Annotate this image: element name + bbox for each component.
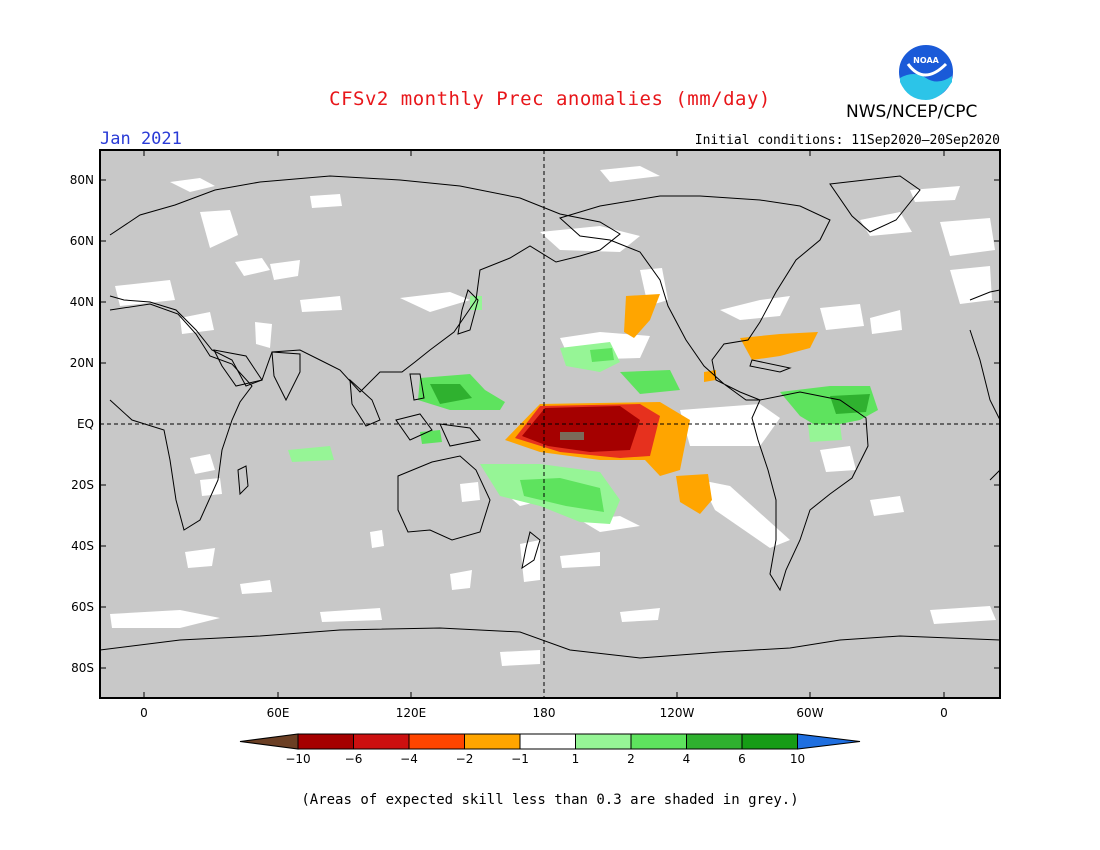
noaa-logo-text: NOAA — [913, 56, 939, 65]
colorbar-segment — [408, 733, 465, 750]
dry-anomalies — [505, 294, 818, 514]
colorbar-label: 4 — [683, 752, 691, 766]
lon-label: 120W — [660, 706, 695, 720]
colorbar-label: −4 — [400, 752, 418, 766]
lat-label: 60S — [71, 600, 94, 614]
colorbar-label: 1 — [572, 752, 580, 766]
wet-anomalies — [288, 296, 878, 524]
lon-label: 60E — [267, 706, 290, 720]
lat-label: 80N — [70, 173, 94, 187]
forecast-month: Jan 2021 — [100, 129, 182, 149]
colorbar-label: −10 — [285, 752, 310, 766]
colorbar-label: 10 — [790, 752, 805, 766]
lat-label: EQ — [77, 417, 94, 431]
colorbar-segment — [575, 733, 632, 750]
colorbar-min-arrow — [239, 733, 299, 750]
colorbar-label: −2 — [456, 752, 474, 766]
noaa-logo: NOAA — [897, 43, 955, 101]
lat-label: 40S — [71, 539, 94, 553]
map-frame — [99, 149, 1001, 699]
lon-label: 180 — [533, 706, 556, 720]
colorbar-segment — [519, 733, 576, 750]
lat-label: 20N — [70, 356, 94, 370]
colorbar-segment — [464, 733, 521, 750]
colorbar-label: −1 — [511, 752, 529, 766]
lat-label: 80S — [71, 661, 94, 675]
lon-label: 0 — [140, 706, 148, 720]
lon-label: 0 — [940, 706, 948, 720]
colorbar-segment — [297, 733, 354, 750]
axis-ticks — [100, 150, 1000, 698]
colorbar-segment — [686, 733, 743, 750]
colorbar-segments — [239, 733, 861, 750]
colorbar-labels: −10 −6 −4 −2 −1 1 2 4 6 10 — [285, 752, 805, 766]
colorbar-max-arrow — [797, 733, 861, 750]
lat-label: 40N — [70, 295, 94, 309]
colorbar-label: 2 — [627, 752, 635, 766]
coastlines — [100, 175, 1000, 659]
lat-label: 60N — [70, 234, 94, 248]
lon-label: 120E — [396, 706, 427, 720]
agency-label: NWS/NCEP/CPC — [846, 102, 978, 122]
colorbar-label: −6 — [345, 752, 363, 766]
lat-label: 20S — [71, 478, 94, 492]
colorbar-segment — [741, 733, 798, 750]
initial-conditions: Initial conditions: 11Sep2020–20Sep2020 — [694, 133, 1000, 148]
latitude-labels: 80N 60N 40N 20N EQ 20S 40S 60S 80S — [70, 173, 94, 675]
skill-footnote: (Areas of expected skill less than 0.3 a… — [301, 792, 799, 808]
colorbar-segment — [630, 733, 687, 750]
chart-title: CFSv2 monthly Prec anomalies (mm/day) — [329, 88, 771, 110]
colorbar-segment — [353, 733, 410, 750]
lon-label: 60W — [796, 706, 823, 720]
longitude-labels: 0 60E 120E 180 120W 60W 0 — [140, 706, 948, 720]
colorbar-label: 6 — [738, 752, 746, 766]
